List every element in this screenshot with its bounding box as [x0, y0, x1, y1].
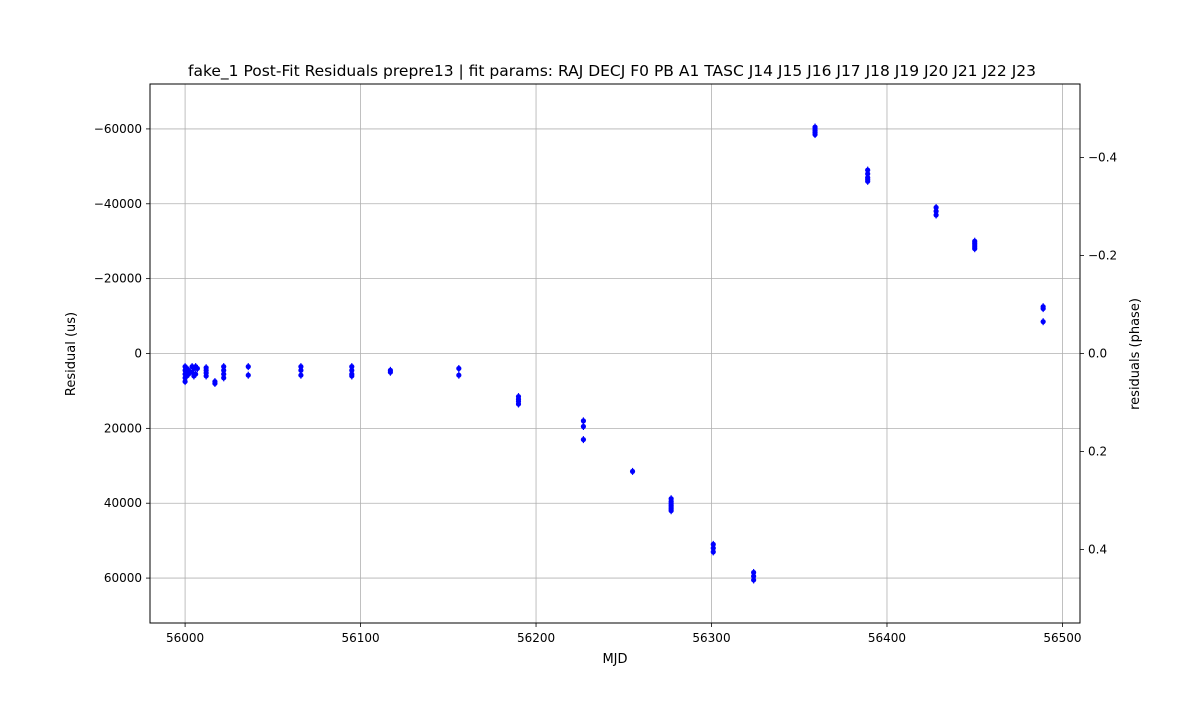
- x-tick-label: 56400: [868, 631, 906, 645]
- data-point: [751, 569, 757, 576]
- data-point: [865, 171, 871, 177]
- data-point: [580, 418, 587, 424]
- data-point: [515, 401, 522, 407]
- data-point: [580, 423, 587, 430]
- data-point: [629, 468, 636, 475]
- x-tick-label: 56300: [692, 631, 730, 645]
- y-axis-left: −60000 −40000 −20000 0 20000 40000 60000: [94, 122, 150, 585]
- data-point: [865, 178, 871, 184]
- data-point: [710, 541, 716, 547]
- data-point: [212, 380, 218, 387]
- data-point: [933, 208, 939, 214]
- x-tick-label: 56500: [1043, 631, 1081, 645]
- data-point: [751, 573, 757, 579]
- y-tick-label: 40000: [104, 496, 142, 510]
- x-tick-label: 56200: [517, 631, 555, 645]
- x-axis-label: MJD: [602, 652, 627, 667]
- data-point: [387, 369, 393, 375]
- x-tick-label: 56100: [341, 631, 379, 645]
- data-point: [933, 204, 939, 211]
- y-tick-label: −20000: [94, 272, 142, 286]
- data-point: [1040, 319, 1046, 325]
- y-axis-label: Residual (us): [64, 312, 79, 396]
- data-point: [182, 378, 188, 385]
- y2-tick-label: 0.0: [1088, 347, 1107, 361]
- y2-tick-label: −0.2: [1088, 249, 1117, 263]
- data-point: [710, 549, 716, 555]
- x-axis: 56000 56100 56200 56300 56400 56500: [166, 623, 1082, 645]
- y-tick-label: 20000: [104, 421, 142, 435]
- data-point: [812, 131, 818, 138]
- y-tick-label: 0: [134, 347, 142, 361]
- data-point: [245, 364, 251, 370]
- data-point: [668, 508, 674, 514]
- y2-tick-label: 0.4: [1088, 543, 1107, 557]
- data-point: [298, 367, 304, 373]
- data-point: [194, 365, 200, 372]
- y-tick-label: −40000: [94, 197, 142, 211]
- data-point: [580, 436, 587, 443]
- data-point: [865, 167, 871, 173]
- data-point: [245, 372, 251, 378]
- data-point: [221, 371, 227, 377]
- data-point: [349, 367, 355, 373]
- data-point: [456, 372, 462, 378]
- data-point: [203, 373, 209, 379]
- y-tick-label: 60000: [104, 571, 142, 585]
- y-axis-right: −0.4 −0.2 0.0 0.2 0.4: [1080, 151, 1117, 557]
- chart-title: fake_1 Post-Fit Residuals prepre13 | fit…: [188, 62, 1036, 81]
- data-point: [221, 367, 227, 373]
- y2-tick-label: −0.4: [1088, 151, 1117, 165]
- y2-axis-label: residuals (phase): [1128, 298, 1143, 410]
- data-point: [298, 372, 304, 378]
- data-point: [193, 371, 199, 377]
- data-point: [456, 365, 462, 372]
- grid-lines: [150, 84, 1080, 623]
- x-tick-label: 56000: [166, 631, 204, 645]
- data-point: [298, 364, 304, 370]
- data-point: [710, 545, 716, 551]
- data-point: [972, 246, 978, 252]
- data-point: [221, 364, 227, 370]
- data-point: [751, 577, 757, 583]
- y-tick-label: −60000: [94, 122, 142, 136]
- data-points: [182, 123, 1046, 584]
- data-point: [933, 212, 939, 218]
- y2-tick-label: 0.2: [1088, 445, 1107, 459]
- data-point: [221, 375, 227, 381]
- data-point: [1040, 305, 1046, 312]
- data-point: [349, 373, 355, 379]
- data-point: [349, 364, 355, 370]
